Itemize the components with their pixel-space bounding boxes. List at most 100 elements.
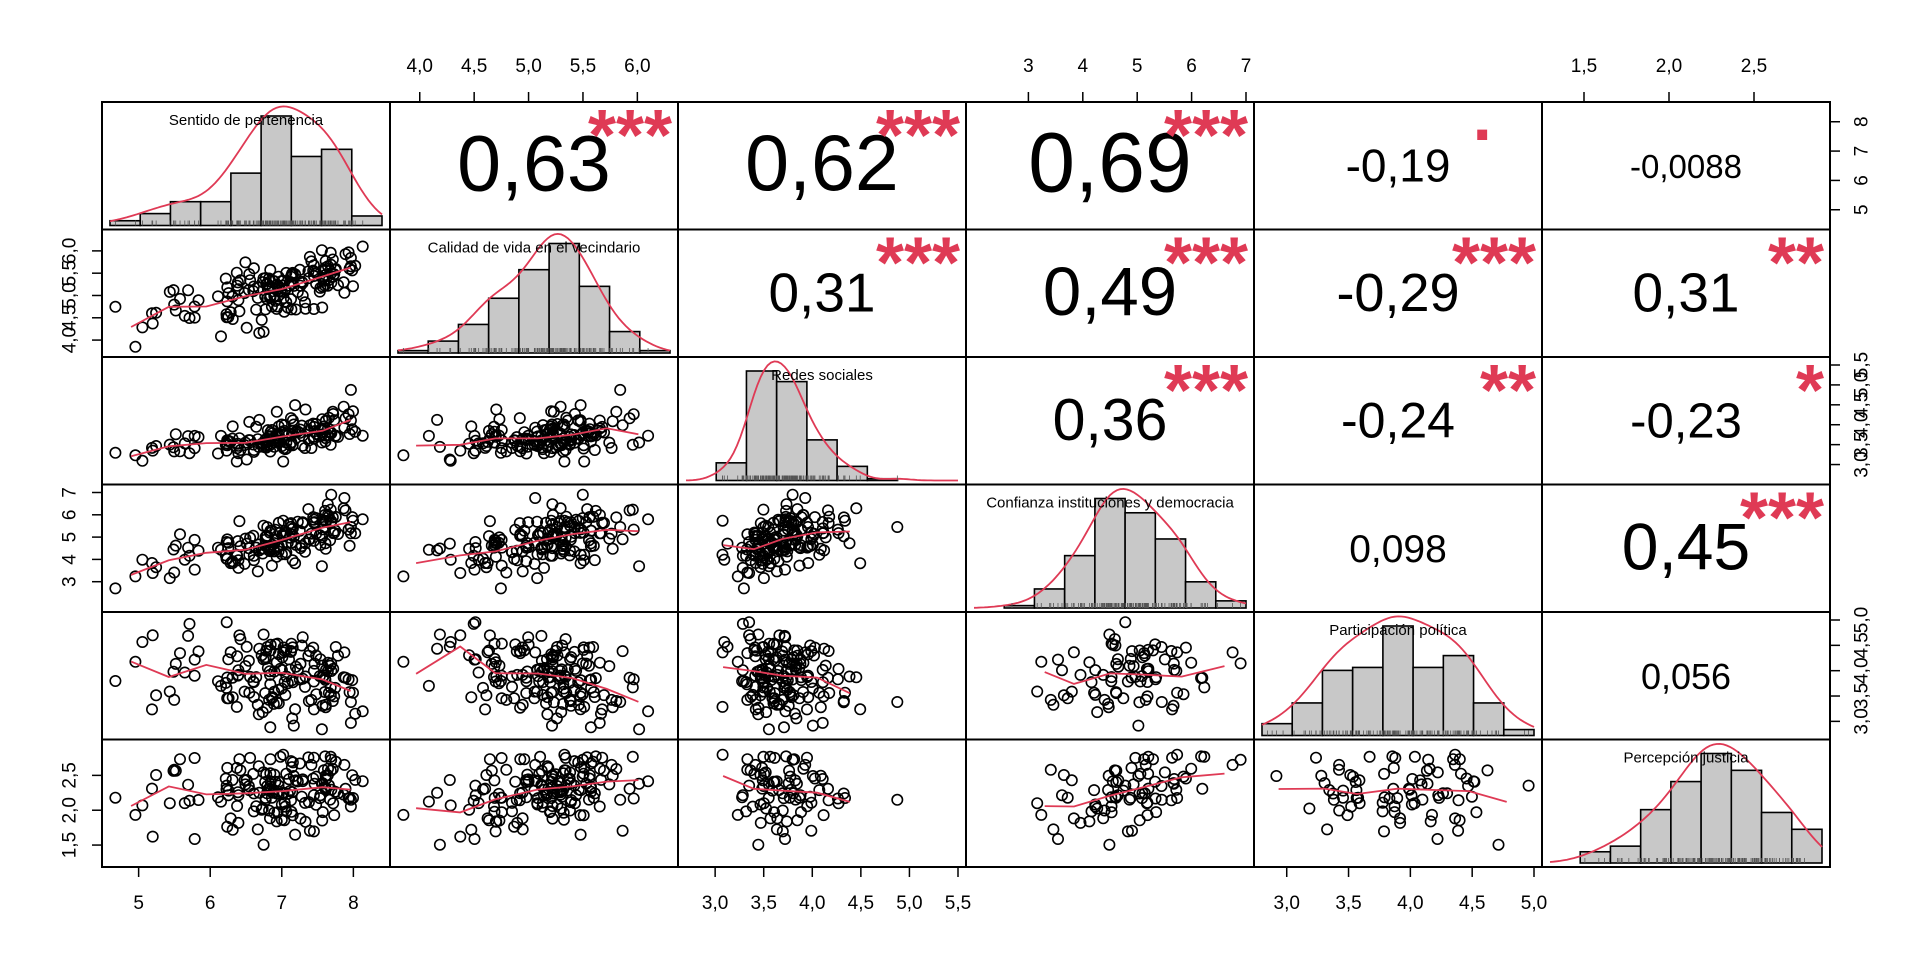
data-point [531, 775, 544, 788]
data-point [146, 556, 159, 569]
data-point [616, 419, 629, 432]
data-point [1376, 805, 1389, 818]
data-point [568, 520, 581, 533]
data-point [535, 654, 548, 667]
data-point [1378, 791, 1391, 804]
data-point [1139, 758, 1152, 771]
data-point [1112, 660, 1125, 673]
smooth-line [1044, 772, 1225, 808]
panel-frame [677, 738, 967, 868]
data-point [1303, 802, 1316, 815]
data-point [169, 304, 182, 317]
x-tick-label: 5,0 [515, 56, 541, 77]
data-point [764, 750, 777, 763]
data-point [800, 751, 813, 764]
data-point [264, 753, 277, 766]
data-point [109, 300, 122, 313]
data-point [1155, 779, 1168, 792]
data-point [588, 443, 601, 456]
data-point [192, 294, 205, 307]
data-point [150, 768, 163, 781]
data-point [528, 685, 541, 698]
x-tick-label: 6 [205, 893, 216, 914]
data-point [325, 657, 338, 670]
data-point [572, 698, 585, 711]
data-point [327, 797, 340, 810]
data-point [770, 823, 783, 836]
data-point [178, 666, 191, 679]
data-point [215, 330, 228, 343]
smooth-line [722, 530, 850, 551]
data-point [789, 515, 802, 528]
data-point [1105, 800, 1118, 813]
data-point [331, 649, 344, 662]
data-point [508, 820, 521, 833]
significance-stars: *** [588, 96, 672, 176]
data-point [776, 804, 789, 817]
data-point [188, 669, 201, 682]
data-point [516, 698, 529, 711]
hist-bar [1291, 702, 1324, 737]
data-point [1110, 686, 1123, 699]
data-point [610, 694, 623, 707]
data-point [513, 412, 526, 425]
data-point [757, 549, 770, 562]
data-point [531, 572, 544, 585]
data-point [302, 751, 315, 764]
data-point [212, 290, 225, 303]
data-point [555, 706, 568, 719]
x-tick-label: 5,0 [896, 893, 922, 914]
data-point [552, 672, 565, 685]
data-point [1031, 685, 1044, 698]
data-point [1074, 816, 1087, 829]
data-point [603, 436, 616, 449]
data-point [1431, 832, 1444, 845]
data-point [626, 438, 639, 451]
data-point [247, 554, 260, 567]
data-point [561, 663, 574, 676]
data-point [267, 783, 280, 796]
data-point [837, 787, 850, 800]
data-point [633, 777, 646, 790]
data-point [1056, 664, 1069, 677]
data-point [529, 491, 542, 504]
data-point [146, 830, 159, 843]
data-point [1125, 761, 1138, 774]
data-point [343, 686, 356, 699]
correlation-value: -0,19 [1346, 140, 1451, 192]
data-point [257, 838, 270, 851]
data-point [583, 674, 596, 687]
data-point [495, 669, 508, 682]
data-point [344, 383, 357, 396]
y-tick-label: 5,0 [60, 282, 81, 308]
data-point [215, 795, 228, 808]
data-point [1165, 644, 1178, 657]
data-point [789, 663, 802, 676]
data-point [325, 276, 338, 289]
data-point [487, 420, 500, 433]
data-point [596, 516, 609, 529]
data-point [757, 750, 770, 763]
significance-stars: *** [1164, 224, 1248, 304]
data-point [1083, 815, 1096, 828]
data-point [338, 286, 351, 299]
data-point [514, 701, 527, 714]
data-point [431, 413, 444, 426]
significance-stars: *** [1164, 96, 1248, 176]
data-point [603, 532, 616, 545]
data-point [247, 529, 260, 542]
x-tick-label: 4 [1078, 56, 1089, 77]
y-tick-label: 3,0 [1852, 451, 1873, 477]
data-point [816, 515, 829, 528]
data-point [785, 691, 798, 704]
significance-stars: * [1796, 351, 1824, 431]
data-point [1408, 750, 1421, 763]
data-point [1142, 750, 1155, 763]
data-point [1088, 784, 1101, 797]
data-point [1124, 652, 1137, 665]
data-point [287, 719, 300, 732]
data-point [522, 638, 535, 651]
data-point [291, 425, 304, 438]
data-point [261, 521, 274, 534]
data-point [508, 434, 521, 447]
